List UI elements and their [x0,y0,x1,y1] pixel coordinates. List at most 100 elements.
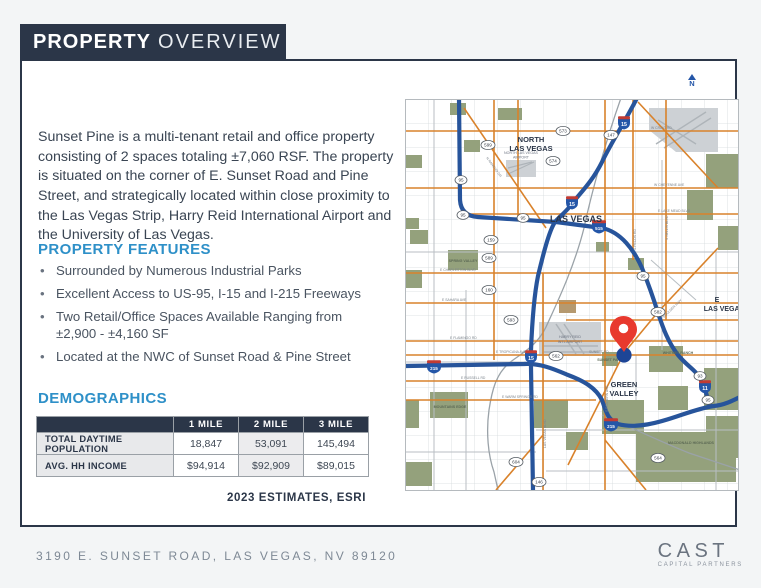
svg-text:LAS VEGAS: LAS VEGAS [704,306,738,313]
map-interstate-shields: 15 15 15 215 215 515 11 [427,116,711,432]
page-title-banner: PROPERTY OVERVIEW [20,24,286,60]
svg-text:SUNSET RD: SUNSET RD [589,350,609,354]
svg-text:160: 160 [485,288,493,293]
table-cell: $89,015 [303,454,369,477]
property-location-pin [610,315,637,363]
footer-address: 3190 E. SUNSET ROAD, LAS VEGAS, NV 89120 [36,549,398,563]
svg-text:15: 15 [569,202,575,208]
table-cell: 18,847 [173,432,239,455]
svg-text:INTL AIRPORT: INTL AIRPORT [558,340,583,344]
overview-paragraph: Sunset Pine is a multi-tenant retail and… [38,129,394,244]
map-minor-roads [406,100,738,490]
svg-text:159: 159 [487,238,495,243]
pin-marker [610,315,637,352]
content-frame: Sunset Pine is a multi-tenant retail and… [20,59,745,527]
feature-item: Located at the NWC of Sunset Road & Pine… [38,348,382,365]
map-svg: 15 15 15 215 215 515 11 599 573 574 147 … [401,95,745,493]
feature-item: Excellent Access to US-95, I-15 and I-21… [38,285,382,302]
svg-text:215: 215 [607,424,615,429]
svg-text:LAS VEGAS: LAS VEGAS [550,214,602,224]
features-heading: PROPERTY FEATURES [38,241,211,258]
estimates-source-note: 2023 ESTIMATES, ESRI [227,492,366,504]
svg-text:95: 95 [520,216,526,221]
row-label: TOTAL DAYTIME POPULATION [36,432,174,455]
map-city-labels: NORTH LAS VEGAS LAS VEGAS GREEN VALLEY E… [509,135,744,398]
column-header: 2 MILE [238,416,304,433]
north-arrow-icon [688,74,696,80]
row-label: AVG. HH INCOME [36,454,174,477]
company-logo: CAST CAPITAL PARTNERS [658,541,743,568]
map-route-shields: 599 573 574 147 95 95 95 95 95 93 159 58… [454,126,715,487]
features-list: Surrounded by Numerous Industrial Parks … [38,262,382,371]
svg-text:E WARM SPRINGS RD: E WARM SPRINGS RD [502,395,538,399]
table-cell: 145,494 [303,432,369,455]
svg-text:MOUNTAINS EDGE: MOUNTAINS EDGE [434,405,467,409]
svg-text:589: 589 [485,256,493,261]
svg-text:SPRING VALLEY: SPRING VALLEY [449,259,478,263]
las-vegas-map: 15 15 15 215 215 515 11 599 573 574 147 … [401,95,745,493]
column-header: 1 MILE [173,416,239,433]
table-row: TOTAL DAYTIME POPULATION 18,847 53,091 1… [36,432,369,455]
north-compass: N [686,74,698,88]
svg-text:147: 147 [607,133,615,138]
svg-text:E CHARLESTON BLVD: E CHARLESTON BLVD [440,268,476,272]
feature-item: Surrounded by Numerous Industrial Parks [38,262,382,279]
table-cell: $92,909 [238,454,304,477]
map-arterial-roads [406,100,738,491]
svg-text:HARRY REID: HARRY REID [559,335,581,339]
svg-text:146: 146 [535,480,543,485]
svg-text:S PECOS RD: S PECOS RD [633,229,637,250]
page-title-bold: PROPERTY [33,30,152,53]
svg-text:593: 593 [507,318,515,323]
svg-text:AIRPORT: AIRPORT [513,156,530,160]
svg-text:93: 93 [697,374,703,379]
svg-text:574: 574 [549,159,557,164]
svg-text:WHITNEY RANCH: WHITNEY RANCH [663,351,694,355]
svg-text:215: 215 [430,366,438,371]
svg-text:11: 11 [702,386,708,392]
svg-text:515: 515 [595,226,603,231]
svg-text:562: 562 [552,354,560,359]
freeway-i15 [528,95,640,493]
map-area-labels: SPRING VALLEY SUNSET PARK WHITNEY RANCH … [434,259,715,445]
compass-letter: N [689,79,695,88]
svg-text:599: 599 [484,143,492,148]
svg-text:LAS VEGAS: LAS VEGAS [509,144,552,153]
svg-text:GREEN: GREEN [611,380,638,389]
svg-text:E FLAMINGO RD: E FLAMINGO RD [450,336,477,340]
pin-base-dot [616,347,632,363]
svg-text:573: 573 [559,129,567,134]
svg-text:E LAKE MEAD BLVD: E LAKE MEAD BLVD [658,209,691,213]
svg-text:VALLEY: VALLEY [609,389,638,398]
demographics-table: 1 MILE 2 MILE 3 MILE TOTAL DAYTIME POPUL… [36,416,369,477]
table-header-row: 1 MILE 2 MILE 3 MILE [36,416,369,433]
svg-text:NORTH: NORTH [518,135,545,144]
logo-subtitle: CAPITAL PARTNERS [657,562,743,568]
svg-text:15: 15 [528,356,534,362]
table-row: AVG. HH INCOME $94,914 $92,909 $89,015 [36,454,369,477]
table-corner-cell [36,416,174,433]
svg-text:95: 95 [458,178,464,183]
map-street-grid [406,100,738,490]
demographics-heading: DEMOGRAPHICS [38,390,167,407]
svg-text:95: 95 [640,274,646,279]
svg-text:W CRAIG RD: W CRAIG RD [651,126,672,130]
logo-name: CAST [657,540,730,562]
svg-text:15: 15 [621,122,627,128]
svg-text:582: 582 [654,310,662,315]
svg-text:SUNSET PARK: SUNSET PARK [597,358,623,362]
svg-text:604: 604 [512,460,520,465]
svg-text:E: E [715,297,720,304]
svg-text:NORTH LAS VEGAS: NORTH LAS VEGAS [504,151,538,155]
column-header: 3 MILE [303,416,369,433]
svg-text:W CHEYENNE AVE: W CHEYENNE AVE [654,183,685,187]
svg-text:LAS VEGAS BLVD: LAS VEGAS BLVD [543,419,547,448]
svg-text:MACDONALD HIGHLANDS: MACDONALD HIGHLANDS [668,441,715,445]
svg-text:95: 95 [705,398,711,403]
table-cell: 53,091 [238,432,304,455]
svg-text:S EASTERN AVE: S EASTERN AVE [605,385,609,412]
pin-hole [618,323,629,334]
page-title-light: OVERVIEW [158,30,282,53]
svg-text:95: 95 [460,213,466,218]
svg-text:564: 564 [654,456,662,461]
